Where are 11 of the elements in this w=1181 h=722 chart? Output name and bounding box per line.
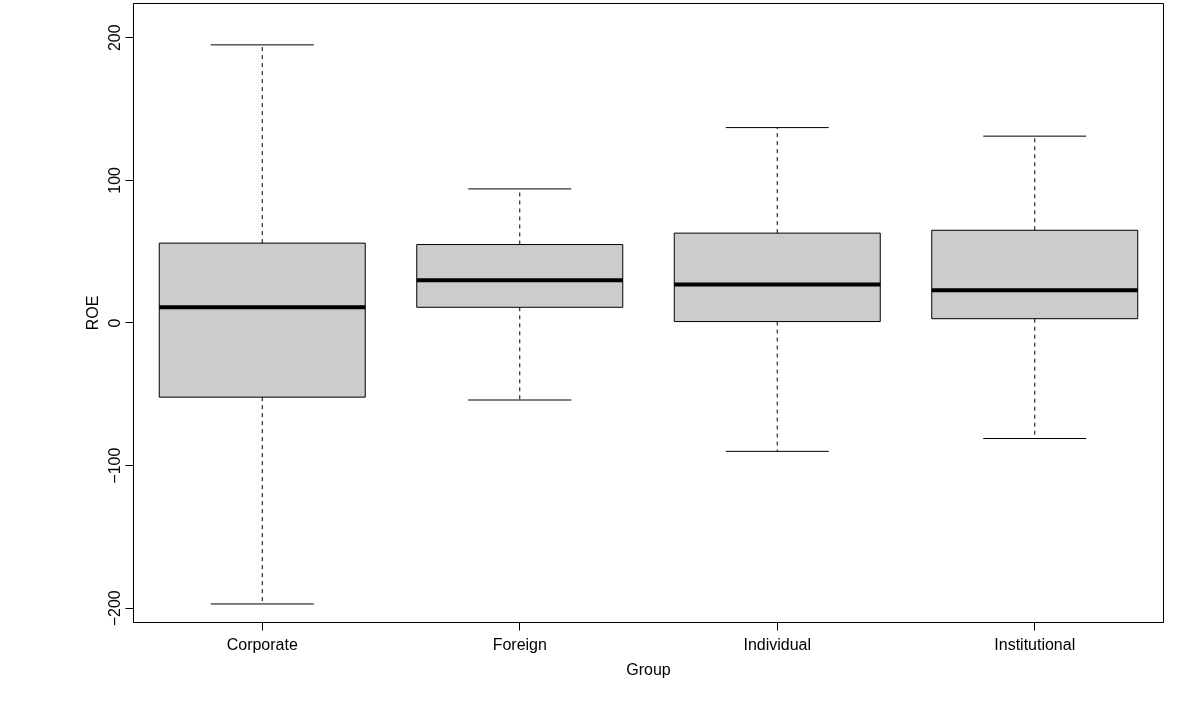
y-axis-title: ROE xyxy=(83,295,101,331)
x-axis-title: Group xyxy=(626,660,671,678)
y-tick-label: 200 xyxy=(106,24,124,52)
x-tick-label: Institutional xyxy=(994,635,1076,653)
x-tick-label: Corporate xyxy=(226,635,298,653)
x-tick-label: Foreign xyxy=(492,635,547,653)
y-tick-label: −200 xyxy=(106,590,124,627)
y-tick-label: 0 xyxy=(106,318,124,328)
y-tick-label: −100 xyxy=(106,447,124,484)
x-tick-label: Individual xyxy=(743,635,812,653)
y-tick-label: 100 xyxy=(106,166,124,194)
